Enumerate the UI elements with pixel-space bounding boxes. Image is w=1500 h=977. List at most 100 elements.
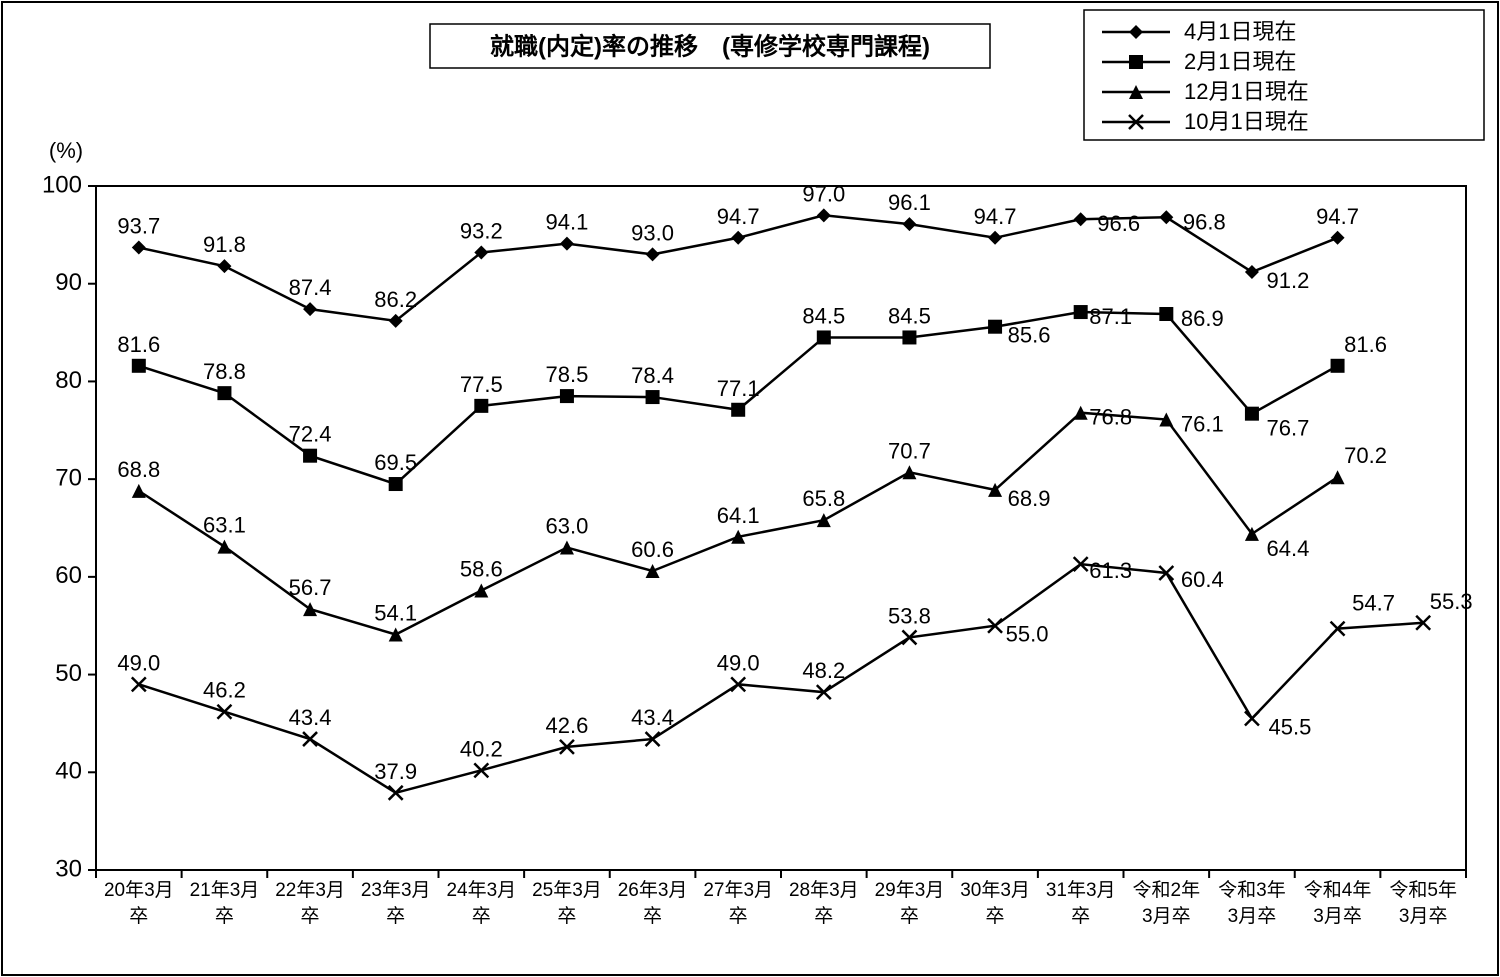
x-tick-label: 卒	[814, 905, 833, 927]
data-label: 81.6	[1344, 332, 1387, 357]
data-label: 86.9	[1181, 306, 1224, 331]
data-label: 91.2	[1267, 268, 1310, 293]
x-tick-label: 卒	[986, 905, 1005, 927]
data-label: 53.8	[888, 603, 931, 628]
x-tick-label: 25年3月	[532, 879, 602, 901]
data-label: 81.6	[117, 332, 160, 357]
x-tick-label: 卒	[557, 905, 576, 927]
data-label: 85.6	[1008, 323, 1051, 348]
data-label: 96.8	[1183, 209, 1226, 234]
data-label: 91.8	[203, 232, 246, 257]
y-axis-unit: (%)	[49, 138, 83, 163]
data-label: 76.1	[1181, 412, 1224, 437]
data-label: 65.8	[802, 486, 845, 511]
x-tick-label: 令和3年	[1218, 879, 1286, 901]
data-label: 45.5	[1269, 715, 1312, 740]
x-tick-label: 卒	[900, 905, 919, 927]
x-tick-label: 3月卒	[1313, 905, 1362, 927]
data-label: 68.9	[1008, 486, 1051, 511]
x-tick-label: 卒	[1071, 905, 1090, 927]
x-tick-label: 27年3月	[703, 879, 773, 901]
x-tick-label: 29年3月	[875, 879, 945, 901]
data-label: 61.3	[1089, 558, 1132, 583]
data-label: 76.8	[1089, 405, 1132, 430]
x-tick-label: 令和5年	[1389, 879, 1457, 901]
series-2月1日現在: 81.678.872.469.577.578.578.477.184.584.5…	[117, 303, 1387, 491]
data-label: 48.2	[802, 658, 845, 683]
data-label: 78.4	[631, 363, 674, 388]
data-label: 49.0	[717, 650, 760, 675]
data-label: 86.2	[374, 287, 417, 312]
x-tick-label: 卒	[643, 905, 662, 927]
chart-container: 30405060708090100(%)20年3月卒21年3月卒22年3月卒23…	[0, 0, 1500, 977]
x-tick-label: 卒	[386, 905, 405, 927]
data-label: 42.6	[546, 713, 589, 738]
data-label: 64.1	[717, 503, 760, 528]
data-label: 43.4	[631, 705, 674, 730]
x-tick-label: 令和4年	[1304, 879, 1372, 901]
y-tick-label: 40	[55, 758, 82, 785]
data-label: 60.4	[1181, 567, 1224, 592]
x-tick-label: 20年3月	[104, 879, 174, 901]
data-label: 63.1	[203, 513, 246, 538]
y-tick-label: 50	[55, 660, 82, 687]
x-tick-label: 26年3月	[618, 879, 688, 901]
data-label: 46.2	[203, 678, 246, 703]
legend-label: 10月1日現在	[1184, 109, 1309, 134]
data-label: 93.0	[631, 220, 674, 245]
legend-label: 12月1日現在	[1184, 79, 1309, 104]
data-label: 55.0	[1006, 622, 1049, 647]
data-label: 84.5	[888, 303, 931, 328]
x-tick-label: 21年3月	[190, 879, 260, 901]
data-label: 93.2	[460, 218, 503, 243]
data-label: 54.7	[1352, 591, 1395, 616]
data-label: 49.0	[117, 650, 160, 675]
data-label: 63.0	[546, 514, 589, 539]
data-label: 96.1	[888, 190, 931, 215]
data-label: 87.1	[1089, 304, 1132, 329]
data-label: 55.3	[1430, 589, 1473, 614]
x-tick-label: 卒	[472, 905, 491, 927]
data-label: 78.8	[203, 359, 246, 384]
data-label: 43.4	[289, 705, 332, 730]
line-chart-svg: 30405060708090100(%)20年3月卒21年3月卒22年3月卒23…	[0, 0, 1500, 977]
series-4月1日現在: 93.791.887.486.293.294.193.094.797.096.1…	[117, 181, 1359, 328]
data-label: 58.6	[460, 557, 503, 582]
data-label: 70.2	[1344, 443, 1387, 468]
data-label: 77.1	[717, 376, 760, 401]
x-tick-label: 令和2年	[1133, 879, 1201, 901]
x-tick-label: 3月卒	[1142, 905, 1191, 927]
y-tick-label: 100	[42, 171, 82, 198]
x-tick-label: 24年3月	[446, 879, 516, 901]
data-label: 77.5	[460, 372, 503, 397]
y-tick-label: 70	[55, 464, 82, 491]
data-label: 40.2	[460, 736, 503, 761]
data-label: 76.7	[1267, 416, 1310, 441]
data-label: 60.6	[631, 537, 674, 562]
x-tick-label: 28年3月	[789, 879, 859, 901]
y-tick-label: 90	[55, 269, 82, 296]
data-label: 96.6	[1097, 211, 1140, 236]
data-label: 68.8	[117, 457, 160, 482]
y-tick-label: 80	[55, 367, 82, 394]
y-tick-label: 30	[55, 855, 82, 882]
data-label: 94.7	[974, 204, 1017, 229]
x-tick-label: 22年3月	[275, 879, 345, 901]
data-label: 72.4	[289, 422, 332, 447]
data-label: 54.1	[374, 601, 417, 626]
x-tick-label: 卒	[729, 905, 748, 927]
data-label: 70.7	[888, 438, 931, 463]
data-label: 84.5	[802, 303, 845, 328]
legend-label: 4月1日現在	[1184, 19, 1296, 44]
x-tick-label: 3月卒	[1399, 905, 1448, 927]
data-label: 37.9	[374, 759, 417, 784]
data-label: 69.5	[374, 450, 417, 475]
data-label: 97.0	[802, 181, 845, 206]
data-label: 64.4	[1267, 536, 1310, 561]
data-label: 94.7	[717, 204, 760, 229]
x-tick-label: 30年3月	[960, 879, 1030, 901]
x-tick-label: 卒	[215, 905, 234, 927]
x-tick-label: 卒	[301, 905, 320, 927]
legend-label: 2月1日現在	[1184, 49, 1296, 74]
x-tick-label: 卒	[129, 905, 148, 927]
